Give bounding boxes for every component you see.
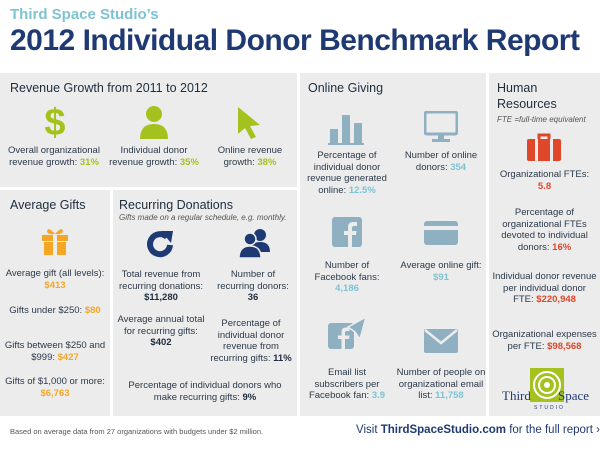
pre-title: Third Space Studio’s bbox=[10, 6, 159, 23]
online-email-list-size: Number of people on organizational email… bbox=[396, 367, 486, 401]
dollar-sign-icon: $ bbox=[44, 103, 65, 139]
hr-revenue-per-fte: Individual donor revenue per individual … bbox=[492, 271, 597, 305]
revenue-growth-panel: Revenue Growth from 2011 to 2012 $ Overa… bbox=[0, 73, 297, 187]
recurring-total-revenue: Total revenue from recurring donations: … bbox=[119, 269, 203, 303]
recurring-donations-heading: Recurring Donations bbox=[119, 198, 233, 212]
briefcase-icon bbox=[527, 133, 561, 161]
footer-cta-prefix: Visit bbox=[356, 424, 378, 436]
logo-word-third: Third bbox=[502, 388, 531, 403]
human-resources-heading-line1: Human bbox=[497, 81, 538, 95]
average-gifts-heading: Average Gifts bbox=[10, 198, 86, 212]
online-email-per-fan: Email list subscribers per Facebook fan:… bbox=[308, 367, 386, 401]
hr-expenses-per-fte: Organizational expenses per FTE: $98,568 bbox=[492, 329, 597, 352]
hr-organizational-ftes: Organizational FTEs: 5.8 bbox=[499, 169, 590, 192]
average-gifts-panel: Average Gifts Average gift (all levels):… bbox=[0, 190, 110, 416]
average-gift-under-250: Gifts under $250: $80 bbox=[9, 305, 101, 316]
page-title: 2012 Individual Donor Benchmark Report bbox=[10, 24, 580, 57]
average-gift-1000-plus: Gifts of $1,000 or more: $6,763 bbox=[5, 376, 105, 399]
footer-cta-link[interactable]: Visit ThirdSpaceStudio.com for the full … bbox=[356, 424, 600, 436]
person-icon bbox=[140, 106, 168, 139]
footer-cta-site[interactable]: ThirdSpaceStudio.com bbox=[380, 424, 506, 436]
online-number-donors: Number of online donors: 354 bbox=[404, 150, 478, 173]
average-gift-250-999: Gifts between $250 and $999: $427 bbox=[4, 340, 106, 363]
logo-word-space: Space bbox=[558, 388, 590, 403]
human-resources-heading-line2: Resources bbox=[497, 97, 557, 111]
chevron-right-icon: › bbox=[596, 424, 600, 436]
gift-icon bbox=[42, 229, 68, 255]
recurring-donations-subheading: Gifts made on a regular schedule, e.g. m… bbox=[119, 213, 287, 222]
recurring-average-annual: Average annual total for recurring gifts… bbox=[117, 314, 205, 348]
footer-note: Based on average data from 27 organizati… bbox=[10, 427, 264, 436]
recurring-number-donors: Number of recurring donors: 36 bbox=[217, 269, 289, 303]
recurring-percentage-revenue: Percentage of individual donor revenue f… bbox=[210, 318, 292, 364]
online-average-gift: Average online gift: $91 bbox=[400, 260, 482, 283]
facebook-icon bbox=[332, 217, 362, 247]
recurring-percentage-donors: Percentage of individual donors who make… bbox=[128, 380, 282, 403]
hr-percentage-ftes: Percentage of organizational FTEs devote… bbox=[501, 207, 588, 253]
human-resources-subheading: FTE =full-time equivalent bbox=[497, 115, 586, 124]
online-percentage-revenue: Percentage of individual donor revenue g… bbox=[307, 150, 387, 196]
logo-word-studio: STUDIO bbox=[534, 405, 565, 411]
refresh-arrow-icon bbox=[147, 231, 173, 258]
online-giving-heading: Online Giving bbox=[308, 81, 384, 95]
revenue-growth-item-overall: Overall organizational revenue growth: 3… bbox=[8, 145, 100, 168]
cursor-arrow-icon bbox=[238, 107, 260, 139]
revenue-growth-heading: Revenue Growth from 2011 to 2012 bbox=[10, 81, 208, 95]
facebook-send-icon bbox=[328, 317, 366, 349]
third-space-studio-logo: Third Space STUDIO bbox=[500, 368, 596, 412]
revenue-growth-item-online: Online revenue growth: 38% bbox=[217, 145, 283, 168]
monitor-icon bbox=[424, 111, 458, 142]
svg-text:$: $ bbox=[44, 103, 65, 139]
online-giving-panel: Online Giving Percentage of individual d… bbox=[300, 73, 486, 416]
logo-spiral-icon bbox=[530, 368, 564, 402]
online-facebook-fans: Number of Facebook fans: 4,186 bbox=[314, 260, 380, 294]
revenue-growth-item-individual: Individual donor revenue growth: 35% bbox=[109, 145, 199, 168]
footer-cta-suffix: for the full report bbox=[509, 424, 593, 436]
average-gift-all-levels: Average gift (all levels): $413 bbox=[5, 268, 105, 291]
recurring-donations-panel: Recurring Donations Gifts made on a regu… bbox=[113, 190, 297, 416]
envelope-icon bbox=[424, 329, 458, 353]
bar-chart-icon bbox=[328, 115, 364, 145]
credit-card-icon bbox=[424, 221, 458, 245]
people-icon bbox=[238, 229, 270, 258]
human-resources-panel: Human Resources FTE =full-time equivalen… bbox=[489, 73, 600, 416]
